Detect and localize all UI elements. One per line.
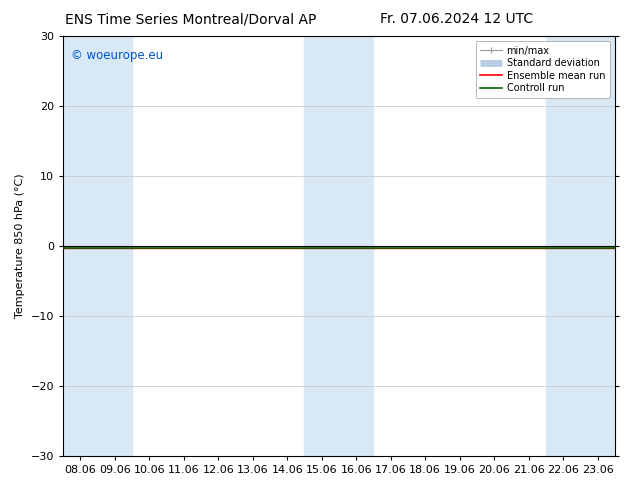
Text: Fr. 07.06.2024 12 UTC: Fr. 07.06.2024 12 UTC <box>380 12 533 26</box>
Text: ENS Time Series Montreal/Dorval AP: ENS Time Series Montreal/Dorval AP <box>65 12 316 26</box>
Legend: min/max, Standard deviation, Ensemble mean run, Controll run: min/max, Standard deviation, Ensemble me… <box>476 41 610 98</box>
Bar <box>63 36 132 456</box>
Y-axis label: Temperature 850 hPa (°C): Temperature 850 hPa (°C) <box>15 174 25 318</box>
Text: © woeurope.eu: © woeurope.eu <box>72 49 164 62</box>
Bar <box>304 36 373 456</box>
Bar <box>546 36 615 456</box>
